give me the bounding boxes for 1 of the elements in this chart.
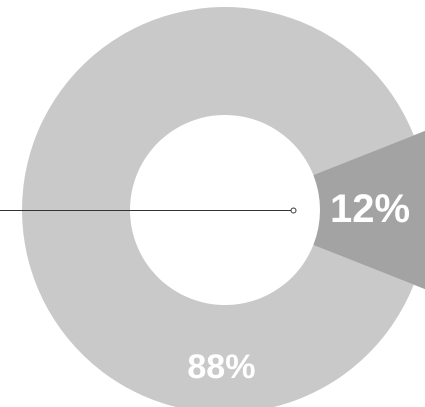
data-label: 12% <box>330 187 410 231</box>
